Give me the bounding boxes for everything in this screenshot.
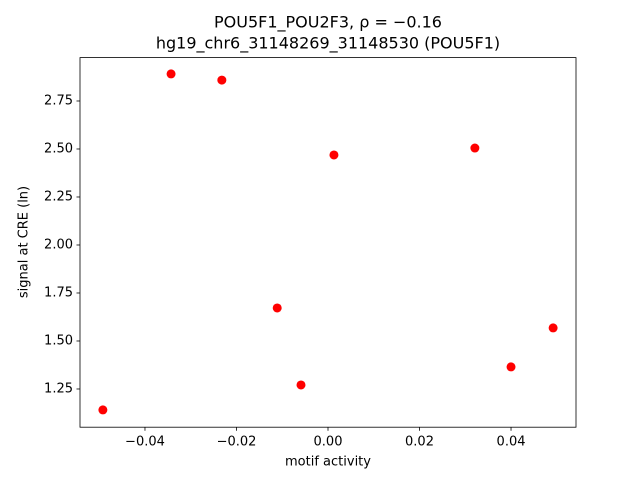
point <box>548 323 558 333</box>
x-tick-label: 0.04 <box>497 435 526 450</box>
y-tick-label: 2.75 <box>44 93 73 108</box>
y-tick-label: 1.75 <box>44 285 73 300</box>
y-tick-label: 2.00 <box>44 237 73 252</box>
point <box>329 150 339 160</box>
point <box>98 405 108 415</box>
plot-frame <box>79 57 577 428</box>
x-tick-label: −0.04 <box>125 435 165 450</box>
chart-title: POU5F1_POU2F3, ρ = −0.16 <box>214 13 442 33</box>
chart-subtitle: hg19_chr6_31148269_31148530 (POU5F1) <box>156 34 500 54</box>
point <box>506 362 516 372</box>
point <box>470 143 480 153</box>
x-tick-label: 0.00 <box>314 435 343 450</box>
x-tick-label: 0.02 <box>405 435 434 450</box>
point <box>166 69 176 79</box>
x-tick-label: −0.02 <box>217 435 257 450</box>
x-axis-label: motif activity <box>285 455 371 470</box>
point <box>217 75 227 85</box>
y-tick-label: 2.25 <box>44 189 73 204</box>
point <box>272 303 282 313</box>
y-tick-label: 2.50 <box>44 141 73 156</box>
y-tick-label: 1.50 <box>44 333 73 348</box>
y-axis-label: signal at CRE (ln) <box>17 186 32 298</box>
y-tick-label: 1.25 <box>44 381 73 396</box>
point <box>296 380 306 390</box>
